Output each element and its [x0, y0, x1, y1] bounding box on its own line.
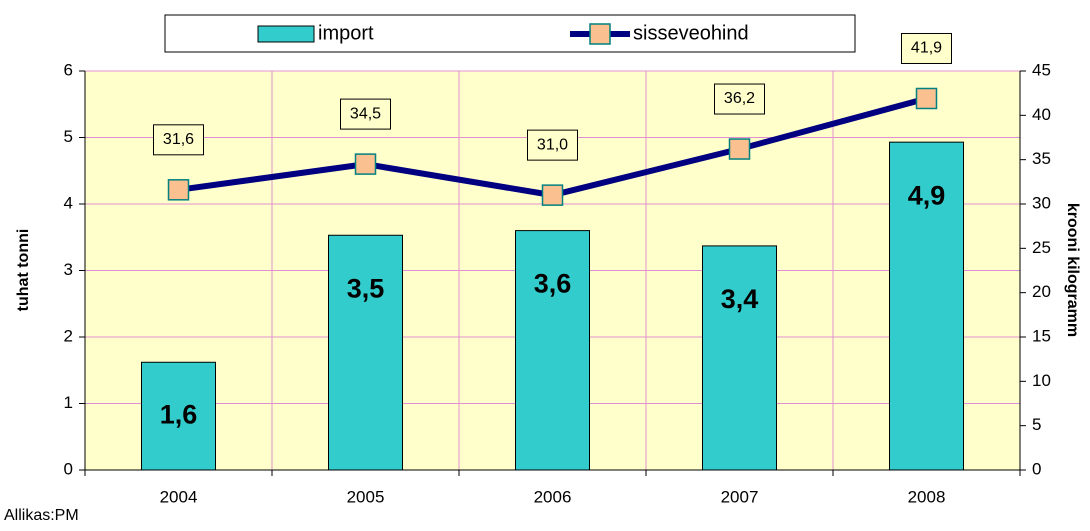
marker	[541, 184, 564, 206]
y-tick-label: 3	[64, 260, 73, 279]
value-label-box	[340, 98, 391, 130]
y2-tick-label: 5	[1032, 415, 1041, 434]
bar-value-label: 3,4	[721, 284, 759, 314]
y2-tick-label: 20	[1032, 282, 1051, 301]
legend-label: sisseveohind	[633, 22, 749, 44]
marker	[915, 87, 938, 110]
y2-tick-label: 40	[1032, 105, 1051, 124]
value-label-box	[527, 129, 578, 161]
x-tick-label: 2005	[347, 487, 385, 506]
bar	[515, 230, 590, 471]
y2-tick-label: 35	[1032, 149, 1051, 168]
y2-tick-label: 10	[1032, 371, 1051, 390]
bar-value-label: 3,6	[534, 269, 572, 299]
y2-tick-label: 45	[1032, 60, 1051, 79]
line-value-label: 34,5	[350, 105, 381, 122]
bar-value-label: 3,5	[347, 273, 385, 303]
bar	[328, 234, 403, 471]
y2-axis-label: krooni kilogramm	[1064, 203, 1081, 337]
bar	[889, 141, 964, 471]
line-value-label: 31,6	[163, 131, 194, 148]
x-tick-label: 2006	[534, 487, 572, 506]
marker	[167, 179, 190, 201]
marker	[354, 153, 377, 175]
bar-value-label: 1,6	[160, 399, 198, 429]
line-value-label: 31,0	[537, 136, 568, 153]
x-tick-label: 2008	[908, 487, 946, 506]
source: Allikas:PM	[4, 507, 79, 524]
y2-tick-label: 15	[1032, 326, 1051, 345]
y2-tick-label: 0	[1032, 459, 1041, 478]
y-tick-label: 2	[64, 326, 73, 345]
legend-swatch	[257, 25, 315, 43]
y-tick-label: 0	[64, 459, 73, 478]
y2-tick-label: 25	[1032, 238, 1051, 257]
y-tick-label: 4	[64, 193, 73, 212]
bar-value-label: 4,9	[908, 180, 946, 210]
line-value-label: 41,9	[911, 40, 942, 57]
marker	[728, 138, 751, 160]
value-label-box	[901, 32, 952, 64]
bar	[702, 245, 777, 471]
y-axis-label: tuhat tonni	[15, 229, 32, 312]
x-tick-label: 2004	[160, 487, 198, 506]
value-label-box	[153, 124, 204, 156]
y-tick-label: 6	[64, 60, 73, 79]
y-tick-label: 1	[64, 393, 73, 412]
y2-tick-label: 30	[1032, 193, 1051, 212]
bar	[141, 361, 216, 471]
legend-marker	[589, 23, 611, 45]
y-tick-label: 5	[64, 127, 73, 146]
x-tick-label: 2007	[721, 487, 759, 506]
line-value-label: 36,2	[724, 90, 755, 107]
legend-label: import	[318, 22, 374, 44]
value-label-box	[714, 83, 765, 115]
